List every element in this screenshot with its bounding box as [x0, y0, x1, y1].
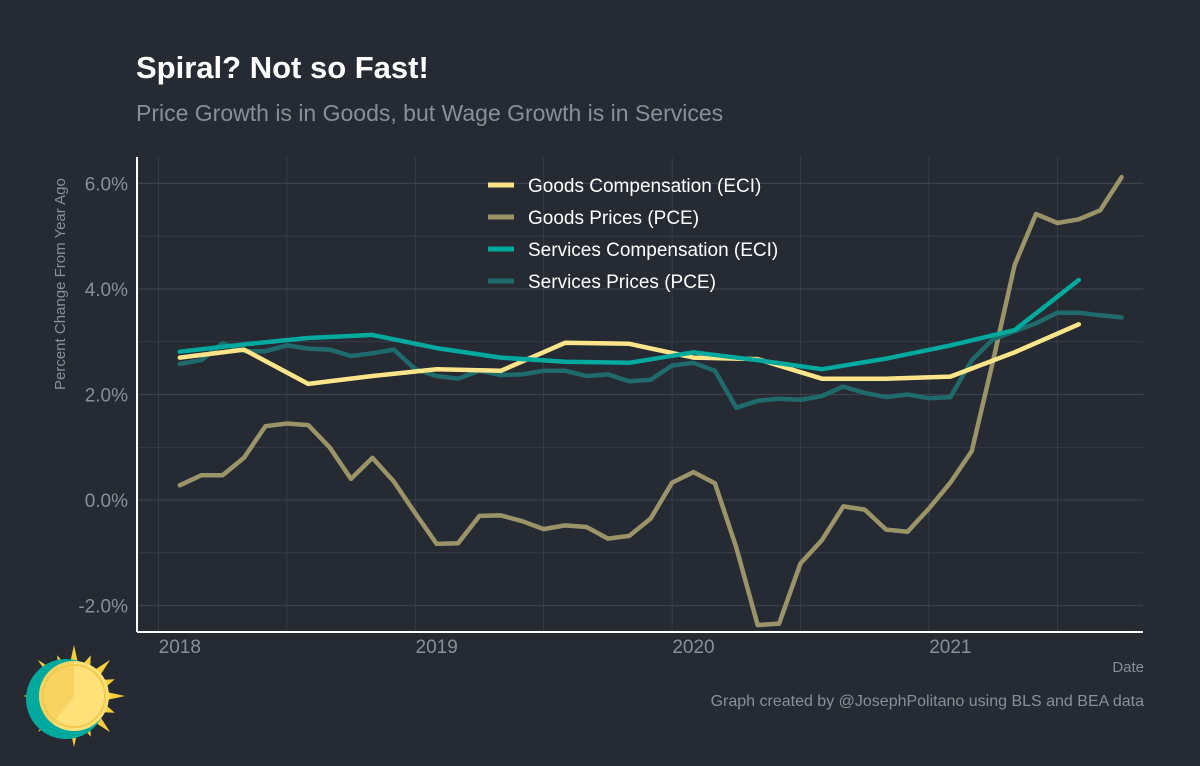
- chart-title: Spiral? Not so Fast!: [136, 50, 429, 85]
- legend-label: Services Prices (PCE): [528, 272, 716, 293]
- x-tick-label: 2019: [416, 637, 458, 658]
- y-tick-labels: -2.0% 0.0% 2.0% 4.0% 6.0%: [78, 174, 128, 617]
- source-caption: Graph created by @JosephPolitano using B…: [710, 693, 1144, 710]
- legend-label: Services Compensation (ECI): [528, 240, 778, 261]
- x-tick-label: 2020: [672, 637, 714, 658]
- axes: [136, 157, 1143, 633]
- y-tick-label: 4.0%: [85, 280, 128, 301]
- x-axis-label: Date: [1112, 659, 1144, 676]
- x-tick-labels: 2018 2019 2020 2021: [159, 637, 972, 658]
- y-tick-label: -2.0%: [78, 597, 128, 618]
- series-lines: [177, 174, 1124, 628]
- sun-ray: [70, 645, 78, 664]
- legend-label: Goods Compensation (ECI): [528, 176, 761, 197]
- series-line: [177, 322, 1082, 387]
- series-line: [177, 277, 1082, 372]
- series-line: [177, 174, 1124, 628]
- y-tick-label: 2.0%: [85, 386, 128, 407]
- legend: Goods Compensation (ECI) Goods Prices (PC…: [488, 176, 778, 293]
- logo-shadow-wedge: [38, 661, 74, 724]
- x-tick-label: 2021: [929, 637, 971, 658]
- y-tick-label: 0.0%: [85, 491, 128, 512]
- grid-lines: [137, 157, 1143, 632]
- sun-logo-icon: [23, 645, 125, 747]
- x-tick-label: 2018: [159, 637, 201, 658]
- y-tick-label: 6.0%: [85, 174, 128, 195]
- legend-label: Goods Prices (PCE): [528, 208, 699, 229]
- sun-ray: [106, 692, 125, 700]
- chart-subtitle: Price Growth is in Goods, but Wage Growt…: [136, 100, 724, 126]
